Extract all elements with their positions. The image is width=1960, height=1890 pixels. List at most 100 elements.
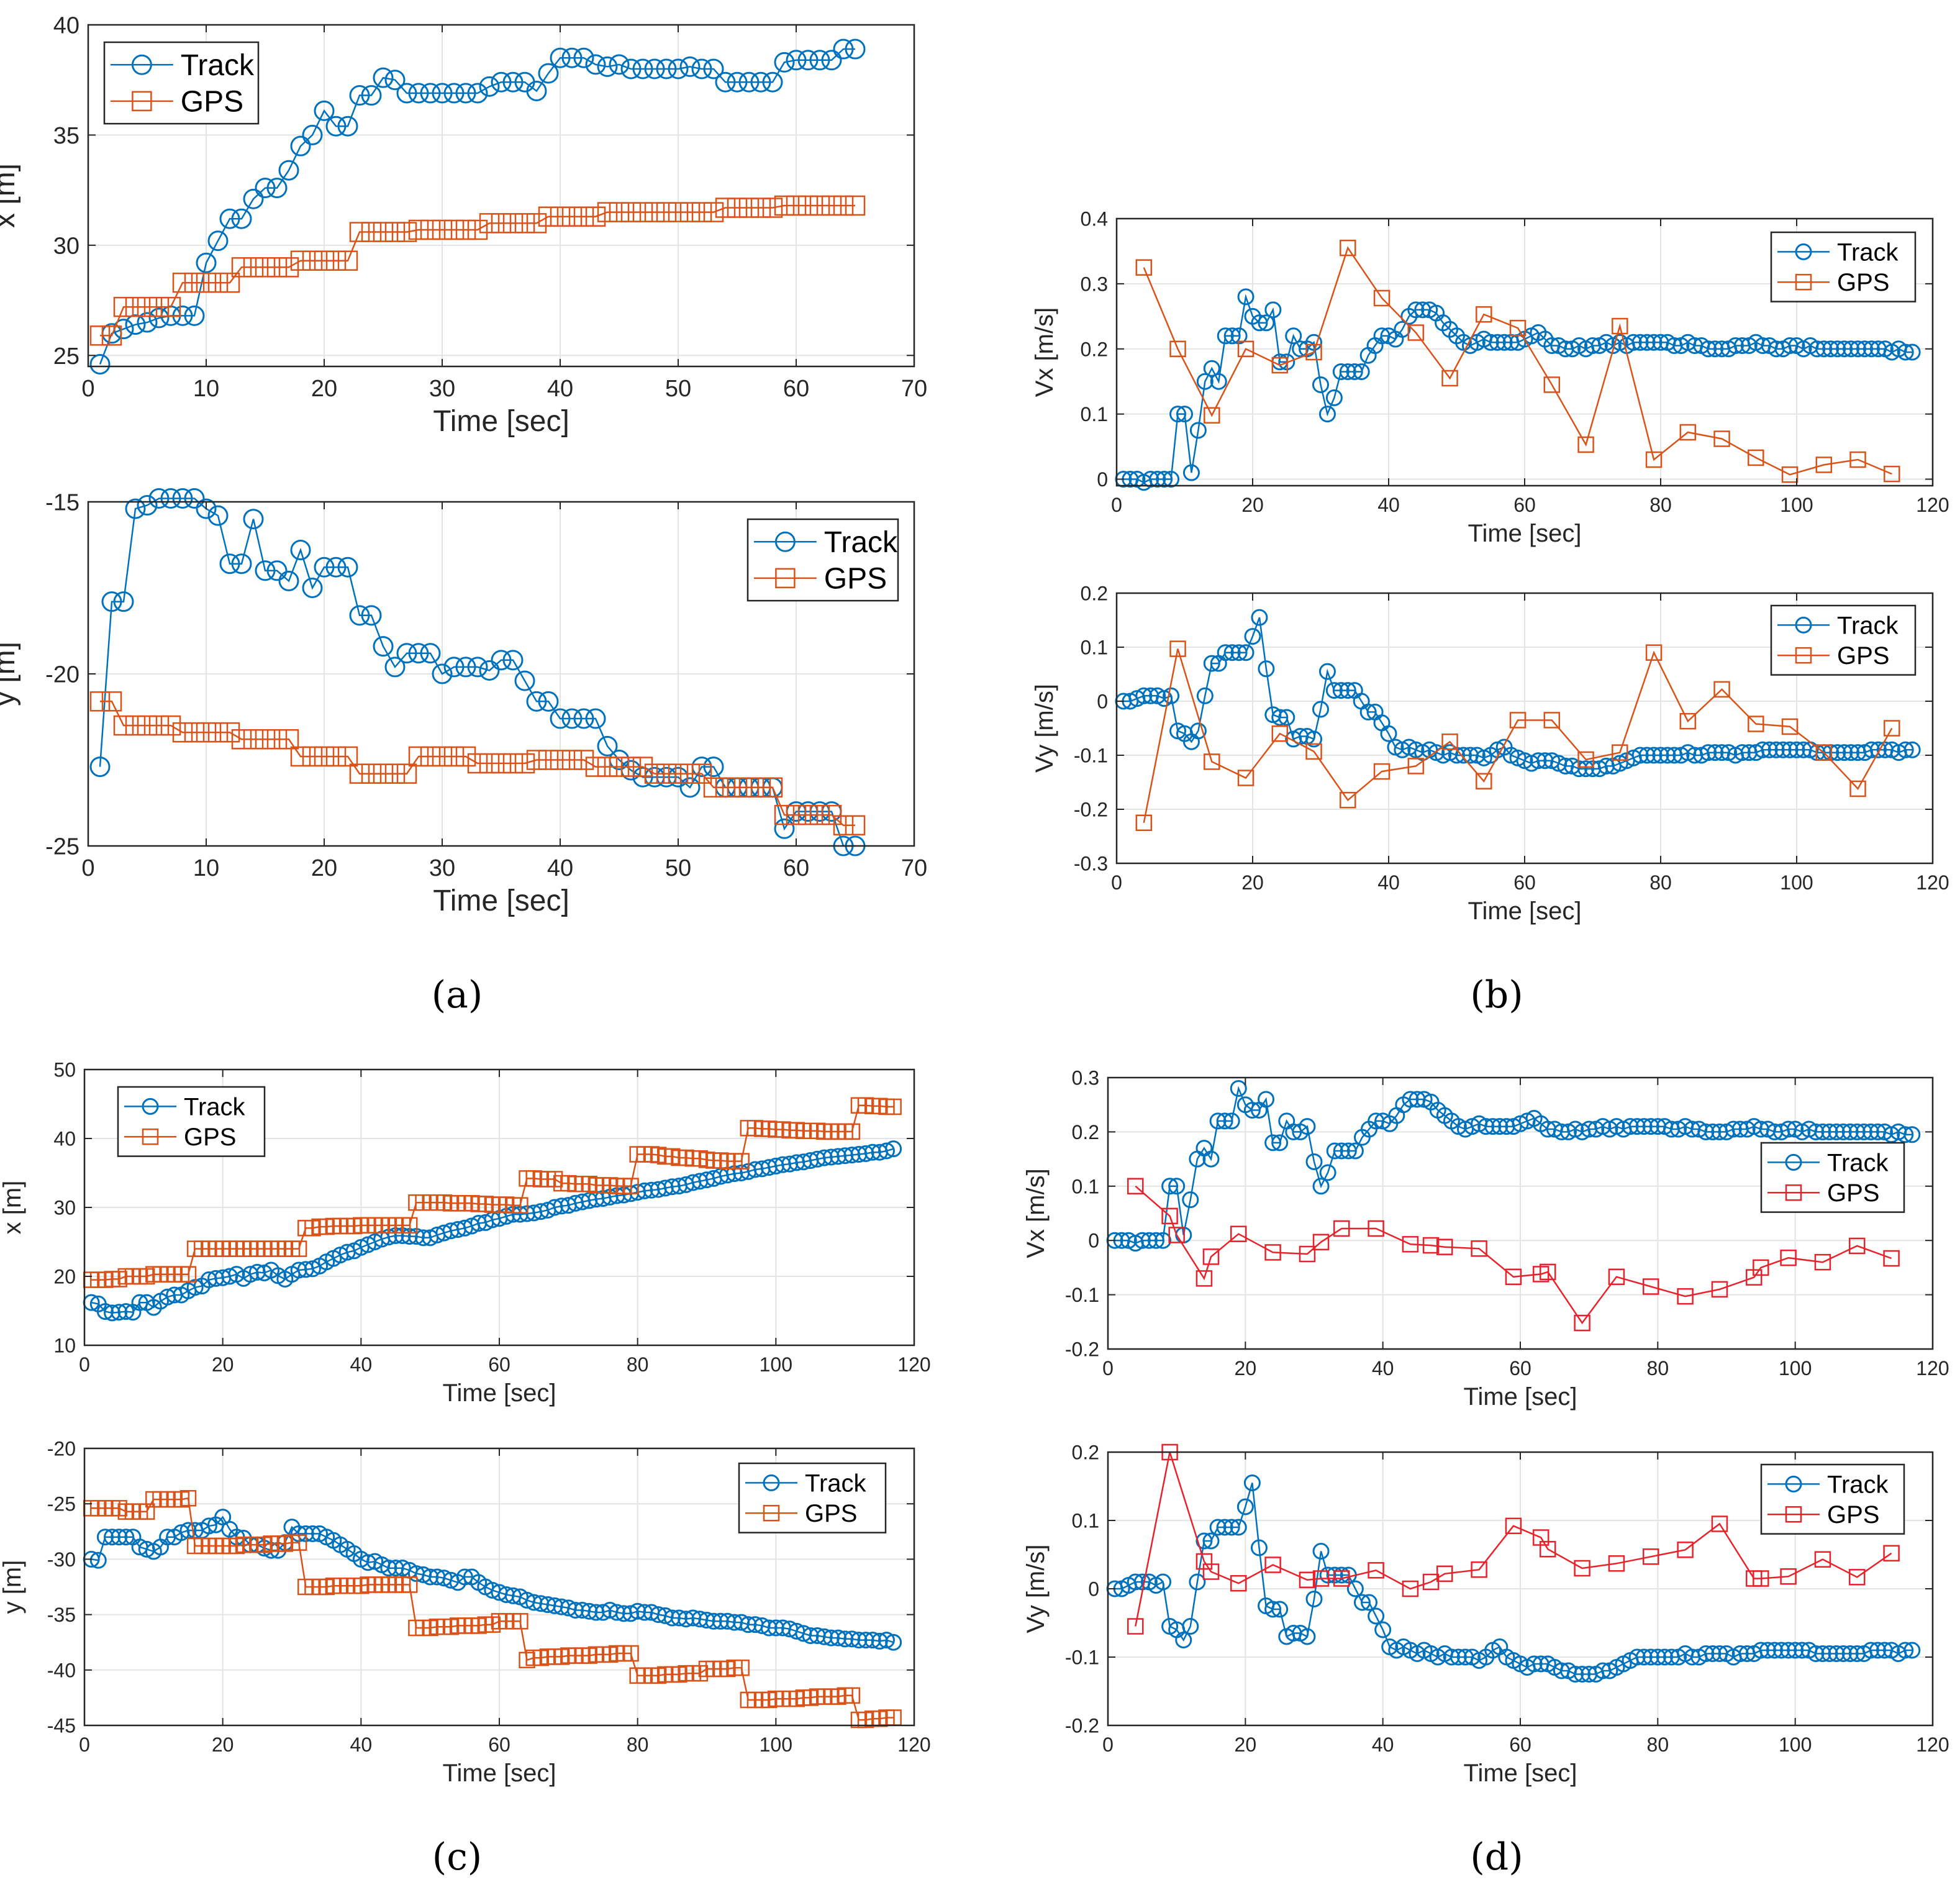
data-point [1319,1164,1336,1181]
y-tick-label: -0.3 [1074,853,1108,875]
data-point [1700,340,1717,358]
chart-a2: 0 10 20 30 40 50 60 70 -25 -20 -15 Time [sec] y [m] T… [0,488,927,917]
data-point [96,1303,114,1320]
data-point [1210,373,1227,390]
data-point [1807,1123,1825,1140]
x-tick-label: 20 [311,376,337,402]
data-point [1754,741,1771,758]
data-point [1829,744,1846,761]
data-point [1489,334,1506,351]
data-point [1883,1250,1900,1267]
x-tick-label: 40 [1377,871,1400,894]
data-point [815,1149,833,1166]
data-point [1645,747,1663,764]
data-point [1848,1123,1866,1140]
x-axis-label: Time [sec] [1464,1760,1577,1787]
legend-marker [1795,647,1812,664]
series-track [1115,609,1921,778]
data-point [727,777,748,798]
data-point [1318,406,1336,423]
data-point [1202,1532,1220,1550]
data-point [1361,1594,1378,1611]
data-point [1711,1281,1728,1298]
data-point [479,76,500,97]
data-point [705,1612,722,1630]
data-point [1127,1178,1144,1195]
data-point [774,818,795,839]
data-point [526,80,547,101]
data-point [1133,1232,1151,1249]
data-point [1189,722,1207,740]
data-point [101,591,122,612]
data-point [467,753,488,774]
data-point [89,325,111,346]
data-point [207,722,229,743]
data-point [384,222,406,242]
data-point [1788,741,1805,758]
data-point [1244,628,1261,645]
data-point [255,257,276,278]
series-track [1106,1474,1921,1683]
data-point [1759,1642,1776,1659]
data-point [1230,644,1248,661]
data-point [1856,340,1873,358]
data-point [1182,1618,1199,1635]
data-point [738,198,760,218]
legend-marker [763,1474,780,1491]
data-point [491,650,512,671]
data-point [219,208,240,229]
data-point [1574,1560,1590,1577]
data-point [1815,457,1833,473]
data-point [703,756,724,778]
data-point [573,47,594,68]
data-point [1203,360,1220,377]
data-point [1223,1519,1240,1536]
data-point [207,230,229,252]
data-point [242,1266,259,1283]
data-point [1656,1648,1673,1666]
x-tick-label: 40 [1372,1733,1394,1756]
data-point [479,213,500,234]
data-point [703,777,724,798]
data-point [373,763,394,784]
data-point [1353,363,1370,380]
legend-marker [1785,1184,1802,1201]
data-point [1828,1645,1845,1662]
y-tick-label: 30 [53,1197,76,1219]
data-point [1841,1123,1859,1140]
data-point [850,1632,868,1649]
data-point [1869,1642,1886,1659]
data-point [740,1616,757,1633]
data-point [512,1613,529,1630]
chart-b2: 0 20 40 60 80 100 120 -0.3 -0.2 -0.1 0 0.1 0.2 Time [… [1031,583,1949,925]
data-point [455,83,476,104]
caption-d: (d) [1470,1835,1523,1879]
data-point [691,763,712,784]
chart-b1: 0 20 40 60 80 100 120 0 0.1 0.2 0.3 0.4 Time [sec] Vx… [1031,208,1949,547]
data-point [1312,701,1329,718]
data-point [1312,1178,1330,1195]
data-point [443,83,465,104]
data-point [1156,471,1173,488]
data-point [636,1182,653,1199]
data-point [349,605,370,626]
data-point [738,71,760,93]
data-point [538,691,559,712]
data-point [196,498,217,519]
x-tick-label: 0 [1111,871,1122,894]
y-tick-label: 0 [1097,691,1108,713]
data-point [1903,1642,1921,1659]
legend: Track GPS [1760,1142,1905,1213]
y-tick-label: 0.1 [1081,637,1108,659]
x-tick-label: 120 [897,1733,930,1756]
y-axis-label: x [m] [0,163,21,228]
data-point [290,540,311,561]
data-point [373,636,394,657]
y-axis-label: x [m] [0,1181,26,1235]
data-point [629,1602,647,1620]
data-point [1271,1134,1289,1152]
data-point [231,208,252,229]
data-point [337,250,358,271]
data-point [1787,1642,1804,1659]
y-tick-label: 0.1 [1081,403,1108,425]
